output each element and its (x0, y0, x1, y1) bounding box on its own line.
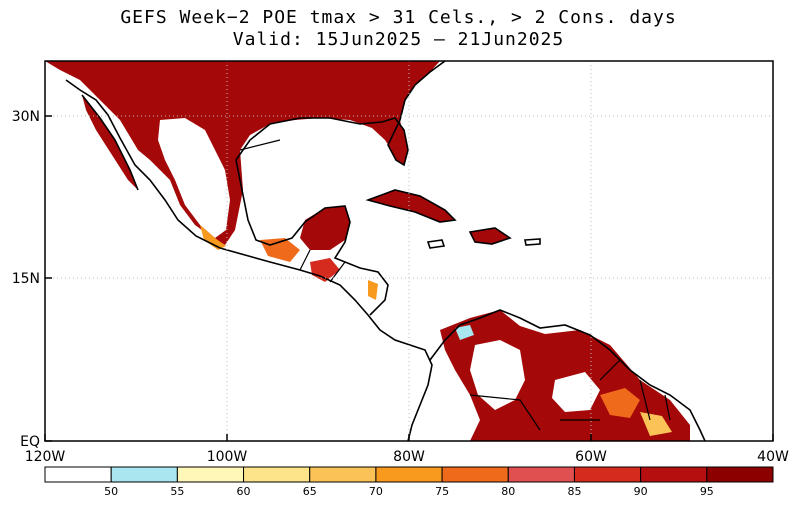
coastline-hispaniola (468, 227, 512, 245)
probability-fringe (200, 225, 226, 250)
colorbar-swatch (507, 466, 575, 483)
colorbar-swatch (573, 466, 642, 483)
colorbar-swatch (375, 466, 443, 483)
coastline-cuba (365, 189, 457, 223)
lat-label: 30N (12, 109, 40, 125)
probability-fringe (640, 412, 672, 436)
map-title-line2: Valid: 15Jun2025 — 21Jun2025 (232, 29, 565, 50)
colorbar-swatch (243, 466, 311, 483)
lat-label: 15N (12, 271, 40, 287)
coastline-south-america (429, 309, 706, 441)
coastlines (65, 61, 706, 441)
colorbar-label: 90 (634, 485, 648, 498)
probability-fringe (260, 238, 300, 262)
probability-fringe (368, 280, 378, 300)
colorbar-label: 60 (237, 485, 251, 498)
probability-fringe (600, 388, 640, 418)
colorbar-label: 50 (104, 485, 118, 498)
colorbar-label: 65 (303, 485, 317, 498)
colorbar-swatch (309, 466, 377, 483)
probability-region-florida (382, 118, 408, 165)
coastline-jamaica (426, 239, 446, 249)
colorbar-swatch (640, 466, 708, 483)
coastline-us-gulf (235, 61, 446, 167)
low-probability-amazon (552, 372, 600, 412)
lon-label: 40W (757, 449, 789, 465)
colorbar-label: 70 (369, 485, 383, 498)
lon-label: 60W (575, 449, 607, 465)
colorbar-swatch (441, 466, 509, 483)
coastline-gulf (235, 159, 389, 316)
colorbar-label: 55 (170, 485, 184, 498)
lon-label: 120W (25, 449, 66, 465)
map-title-line1: GEFS Week−2 POE tmax > 31 Cels., > 2 Con… (120, 7, 677, 28)
colorbar-swatch (44, 466, 112, 483)
colorbar-label: 80 (501, 485, 515, 498)
map-fields (45, 61, 690, 441)
probability-fringe (455, 325, 474, 340)
lon-label: 80W (393, 449, 425, 465)
coastline-baja (81, 94, 139, 191)
colorbar-swatch (110, 466, 178, 483)
colorbar-label: 85 (567, 485, 581, 498)
probability-region-yucatan (300, 206, 350, 250)
latitude-axis: 30N 15N EQ (12, 109, 52, 450)
probability-region-cuba (368, 190, 455, 222)
colorbar: 50 55 60 65 70 75 80 85 90 95 (44, 466, 774, 498)
probability-region-baja (82, 95, 138, 190)
coastline-puerto-rico (524, 238, 541, 246)
colorbar-swatch (706, 466, 774, 483)
lat-label: EQ (20, 434, 40, 450)
colorbar-label: 75 (435, 485, 449, 498)
low-probability-mexico-highlands (158, 118, 230, 238)
probability-region-north-america (45, 61, 440, 245)
lon-label: 100W (207, 449, 248, 465)
grid-lines (45, 61, 773, 441)
colorbar-swatch (176, 466, 245, 483)
longitude-axis: 120W 100W 80W 60W 40W (25, 434, 789, 465)
colorbar-label: 95 (700, 485, 714, 498)
border-lines (239, 139, 671, 431)
low-probability-south-america (470, 340, 525, 410)
